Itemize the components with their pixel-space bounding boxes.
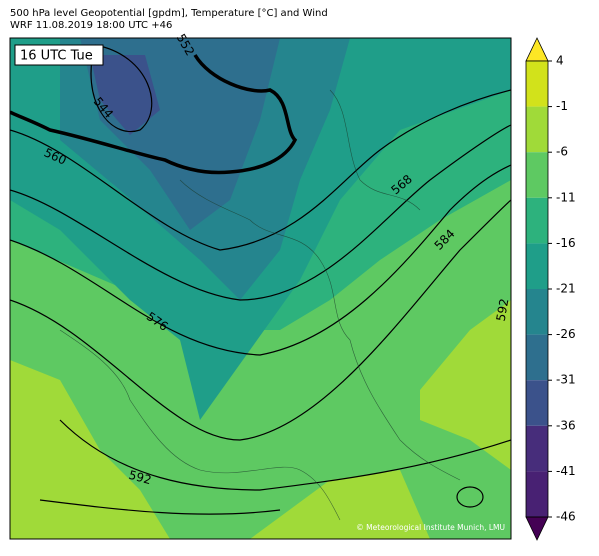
colorbar-tick-label: -21: [556, 282, 576, 296]
colorbar-tick-label: -46: [556, 510, 576, 524]
colorbar-tick-label: 4: [556, 54, 564, 68]
colorbar-band: [526, 471, 548, 517]
colorbar-tick-label: -1: [556, 99, 568, 113]
time-box: [14, 44, 104, 66]
coastlines: [59, 89, 461, 521]
map: 16 UTC Tue © Meteorological Institute Mu…: [9, 37, 512, 540]
temperature-field: [10, 360, 170, 539]
contour-line: [10, 199, 511, 441]
time-label: 16 UTC Tue: [20, 49, 93, 64]
colorbar-band: [526, 61, 548, 107]
contour-line: [10, 164, 511, 356]
colorbar-tick-label: -36: [556, 418, 576, 432]
map-frame: [9, 37, 512, 540]
colorbar-tick-label: -16: [556, 236, 576, 250]
colorbar-tick-label: -26: [556, 327, 576, 341]
colorbar-band: [526, 152, 548, 198]
colorbar-band: [526, 334, 548, 381]
colorbar-band: [526, 243, 548, 289]
colorbar-tick-label: -31: [556, 373, 576, 387]
contour-line: [10, 89, 511, 251]
colorbar-band: [526, 425, 548, 472]
contour-label: 592: [494, 297, 512, 322]
colorbar-extend: [525, 516, 549, 541]
subtitle: WRF 11.08.2019 18:00 UTC +46: [10, 20, 172, 31]
contour-line: [90, 44, 153, 133]
colorbar-band: [526, 106, 548, 153]
credit: © Meteorological Institute Munich, LMU: [356, 523, 505, 532]
temperature-field: [250, 470, 430, 539]
colorbar-tick-label: -11: [556, 190, 576, 204]
temperature-field: [420, 300, 511, 470]
colorbar-tick-label: -41: [556, 464, 576, 478]
title: 500 hPa level Geopotential [gpdm], Tempe…: [10, 8, 328, 19]
contour-line: [10, 124, 511, 301]
contour-line: [10, 54, 298, 175]
colorbar-extend: [525, 37, 549, 62]
colorbar-band: [526, 289, 548, 335]
colorbar-band: [526, 380, 548, 426]
contour-line: [456, 486, 484, 508]
colorbar-band: [526, 197, 548, 244]
contour-line: [59, 419, 511, 491]
colorbar-tick-label: -6: [556, 145, 568, 159]
colorbar: 4 -1 -6 -11 -16 -21 -26 -31 -36 -41 -46: [525, 37, 576, 541]
contours: [10, 44, 511, 515]
contour-label: 592: [127, 468, 153, 487]
contour-line: [39, 499, 281, 515]
